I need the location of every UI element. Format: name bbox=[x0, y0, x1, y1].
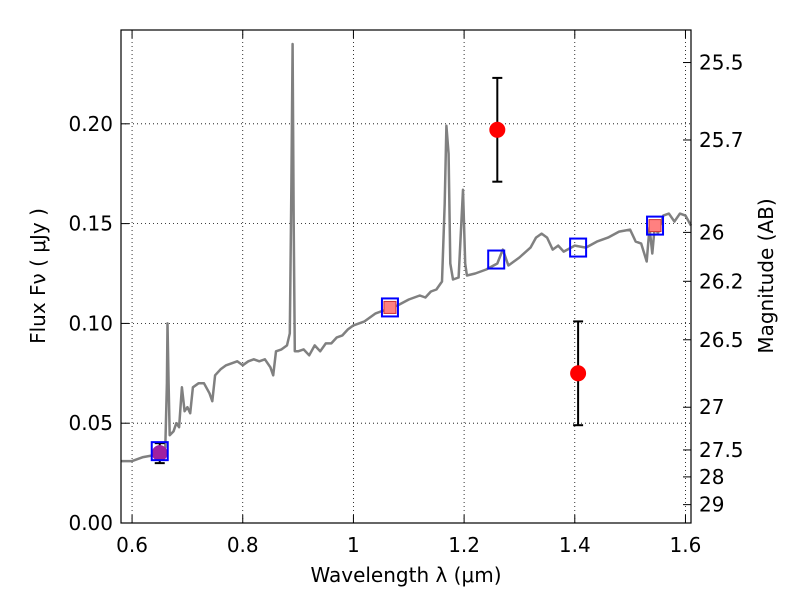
model-photometry-square bbox=[380, 297, 399, 318]
x-tick-label: 1.2 bbox=[448, 533, 480, 557]
right-tick-label: 26.2 bbox=[699, 269, 744, 293]
model-photometry-square bbox=[569, 237, 588, 258]
y-tick-label: 0.15 bbox=[68, 212, 113, 236]
right-tick-label: 26.5 bbox=[699, 328, 744, 352]
observed-point bbox=[151, 445, 168, 462]
right-tick-label: 26 bbox=[699, 220, 724, 244]
observed-point bbox=[489, 121, 506, 138]
x-axis-label: Wavelength λ (μm) bbox=[310, 563, 501, 587]
right-tick-label: 25.7 bbox=[699, 128, 744, 152]
x-tick-label: 1 bbox=[347, 533, 360, 557]
observed-small-marker bbox=[648, 219, 662, 233]
observed-small-marker bbox=[383, 300, 397, 314]
model-photometry-square bbox=[150, 441, 169, 462]
right-axis-label: Magnitude (AB) bbox=[754, 198, 778, 353]
y-tick-label: 0.00 bbox=[68, 511, 113, 535]
right-tick-label: 29 bbox=[699, 493, 724, 517]
model-photometry-square bbox=[646, 215, 665, 236]
y-tick-label: 0.10 bbox=[68, 311, 113, 335]
y-tick-label: 0.05 bbox=[68, 411, 113, 435]
right-tick-label: 28 bbox=[699, 465, 724, 489]
spectrum-line bbox=[121, 42, 693, 463]
right-tick-label: 27.5 bbox=[699, 438, 744, 462]
x-tick-label: 0.8 bbox=[227, 533, 259, 557]
x-tick-label: 1.6 bbox=[670, 533, 702, 557]
plot-area bbox=[121, 42, 693, 465]
x-tick-label: 1.4 bbox=[559, 533, 591, 557]
model-photometry-square bbox=[487, 249, 506, 270]
plot-frame bbox=[120, 29, 692, 524]
y-axis-label: Flux Fν ( μJy ) bbox=[26, 208, 50, 344]
axis-ticks: 0.6 0.8 1 1.2 1.4 1.6 0.00 0.05 0.10 0.15 0.20 25.5… bbox=[68, 30, 744, 557]
grid-lines bbox=[121, 30, 691, 524]
right-tick-label: 27 bbox=[699, 395, 724, 419]
observed-point bbox=[570, 365, 587, 382]
y-tick-label: 0.20 bbox=[68, 112, 113, 136]
right-tick-label: 25.5 bbox=[699, 51, 744, 75]
x-tick-label: 0.6 bbox=[116, 533, 148, 557]
